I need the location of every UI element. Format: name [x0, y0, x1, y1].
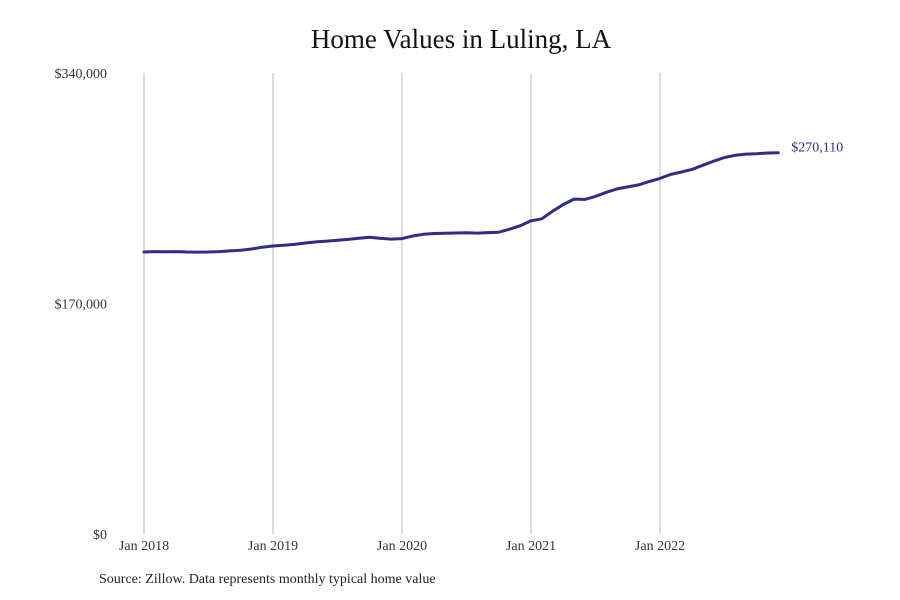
end-value-label: $270,110 — [791, 141, 843, 156]
gridlines — [143, 73, 661, 534]
chart-title: Home Values in Luling, LA — [310, 24, 612, 54]
x-axis-tick-labels: Jan 2018 Jan 2019 Jan 2020 Jan 2021 Jan 2022 — [119, 539, 685, 554]
data-labels: $270,110 — [791, 141, 843, 156]
y-axis-tick-labels: $0 $170,000 $340,000 — [55, 67, 108, 543]
x-tick-label: Jan 2018 — [119, 539, 169, 554]
y-tick-label: $170,000 — [55, 298, 108, 313]
x-tick-label: Jan 2020 — [377, 539, 427, 554]
y-tick-label: $340,000 — [55, 67, 108, 82]
x-tick-label: Jan 2022 — [635, 539, 685, 554]
x-tick-label: Jan 2019 — [248, 539, 298, 554]
y-tick-label: $0 — [93, 528, 107, 543]
source-note: Source: Zillow. Data represents monthly … — [99, 572, 436, 587]
series-line — [142, 151, 780, 254]
series-layer — [142, 151, 780, 254]
x-tick-label: Jan 2021 — [506, 539, 556, 554]
